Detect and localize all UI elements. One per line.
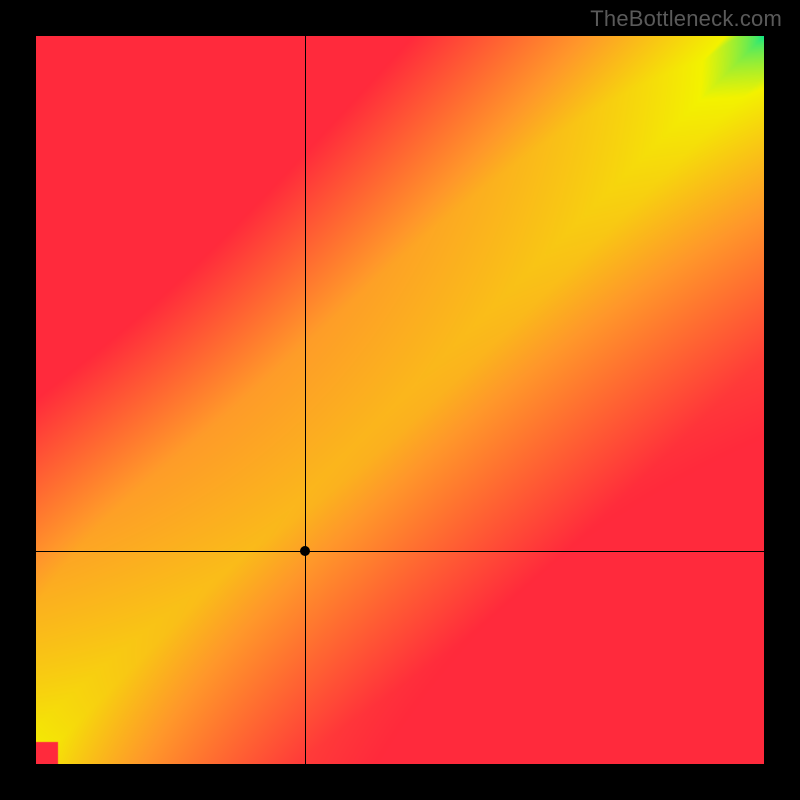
crosshair-vertical bbox=[305, 36, 306, 764]
watermark-text: TheBottleneck.com bbox=[590, 6, 782, 32]
heatmap-canvas bbox=[36, 36, 764, 764]
chart-container: TheBottleneck.com bbox=[0, 0, 800, 800]
heatmap-plot-area bbox=[36, 36, 764, 764]
selected-point-marker bbox=[300, 546, 310, 556]
crosshair-horizontal bbox=[36, 551, 764, 552]
